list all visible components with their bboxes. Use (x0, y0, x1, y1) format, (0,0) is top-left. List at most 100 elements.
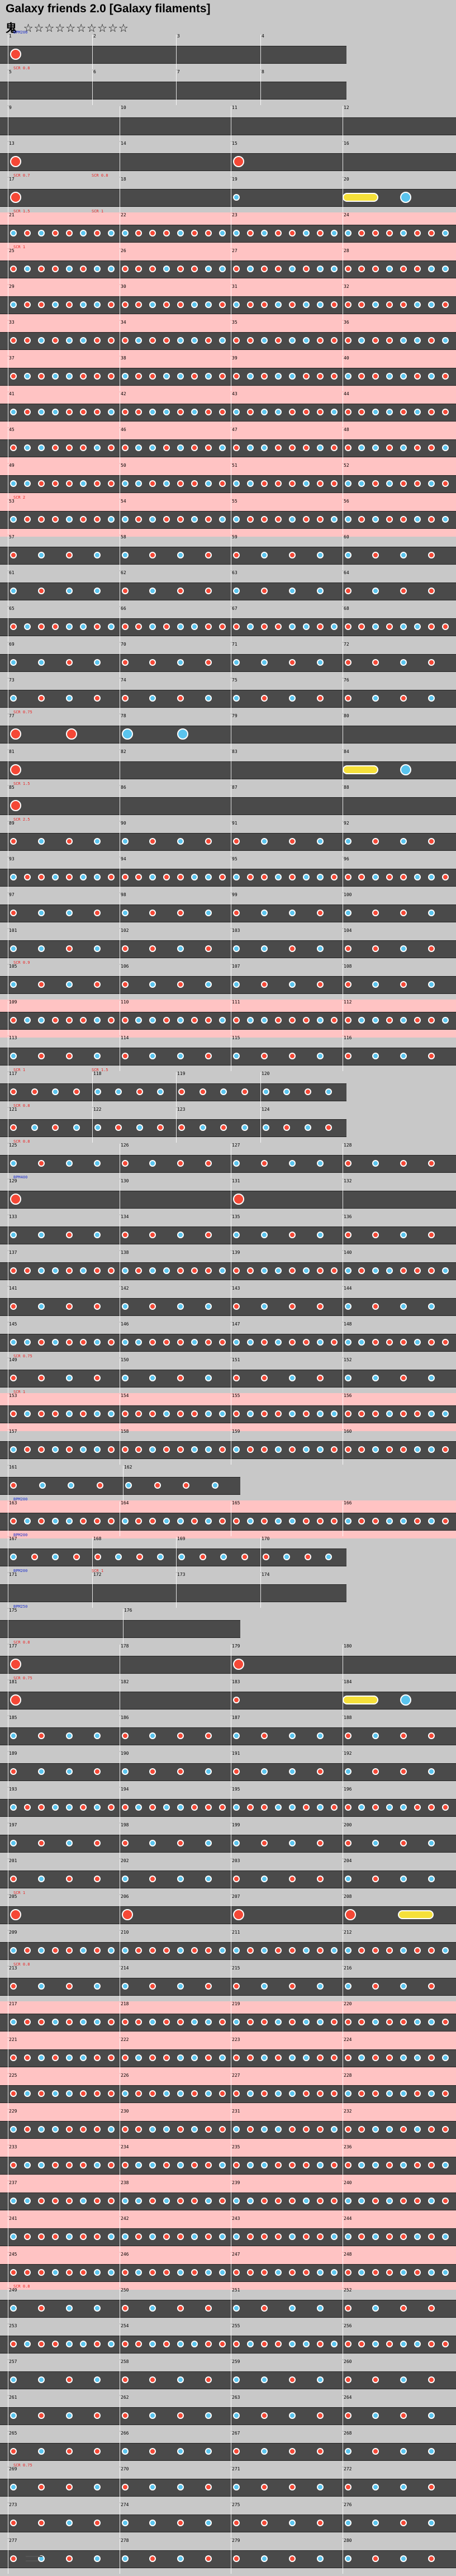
ka-note (177, 337, 184, 344)
don-note (94, 1554, 101, 1560)
don-note (414, 1017, 421, 1024)
don-note (233, 838, 240, 845)
bar-number: 6 (93, 69, 96, 74)
ka-note (428, 910, 435, 916)
bar-number: 224 (344, 2037, 352, 2042)
ka-note (66, 1732, 73, 1739)
ka-note (80, 230, 87, 236)
ka-note (303, 301, 310, 308)
ka-note (205, 695, 212, 702)
bar-number: 177 (9, 1644, 17, 1649)
ka-big-note (400, 764, 411, 775)
ka-note (205, 266, 212, 272)
don-note (191, 2090, 198, 2097)
don-note (261, 2198, 268, 2204)
don-big-note (10, 1694, 21, 1706)
don-note (10, 552, 17, 558)
don-note (345, 409, 352, 415)
ka-note (345, 480, 352, 487)
ka-note (149, 2412, 156, 2419)
measure-row: 1 2 3 4 BPM200 (0, 30, 346, 72)
note-track (0, 1799, 456, 1817)
don-note (38, 516, 45, 523)
ka-note (205, 2269, 212, 2276)
don-big-note (345, 1909, 356, 1920)
bar-number: 67 (232, 606, 238, 611)
ka-note (372, 1267, 379, 1274)
don-note (122, 1232, 129, 1238)
don-note (94, 1876, 101, 1882)
ka-note (177, 2269, 184, 2276)
measure-row: 29 30 31 32 (0, 284, 456, 322)
ka-note (80, 2054, 87, 2061)
don-note (317, 623, 324, 630)
ka-note (219, 2054, 226, 2061)
ka-note (428, 480, 435, 487)
ka-note (52, 874, 59, 880)
don-note (24, 2269, 31, 2276)
bar-number: 20 (344, 177, 349, 182)
ka-note (135, 2198, 142, 2204)
ka-note (94, 2162, 101, 2168)
bar-number: 60 (344, 534, 349, 539)
bar-number: 195 (232, 1787, 240, 1792)
don-note (303, 266, 310, 272)
bar-number: 171 (9, 1572, 17, 1577)
note-track (0, 1191, 456, 1209)
don-note (317, 2448, 324, 2455)
don-note (372, 1339, 379, 1346)
bar-number: 92 (344, 821, 349, 826)
bar-number: 15 (232, 141, 238, 146)
don-note (275, 623, 282, 630)
don-note (177, 409, 184, 415)
don-note (233, 373, 240, 380)
don-note (428, 1983, 435, 1990)
don-note (275, 266, 282, 272)
don-note (414, 1410, 421, 1417)
don-note (94, 2198, 101, 2204)
ka-note (10, 480, 17, 487)
don-note (345, 2305, 352, 2312)
don-note (400, 1446, 407, 1453)
ka-note (372, 2019, 379, 2025)
don-note (386, 874, 393, 880)
bar-line (92, 70, 93, 105)
ka-note (317, 1410, 324, 1417)
don-note (289, 2126, 296, 2133)
measure-row: 37 38 39 40 (0, 356, 456, 394)
don-note (400, 2305, 407, 2312)
bar-number: 76 (344, 678, 349, 683)
don-note (73, 1088, 80, 1095)
don-note (163, 1017, 170, 1024)
ka-note (289, 623, 296, 630)
ka-note (233, 2126, 240, 2133)
don-note (149, 1947, 156, 1954)
note-track (0, 117, 456, 135)
ka-note (135, 1339, 142, 1346)
don-note (163, 230, 170, 236)
bar-number: 143 (232, 1286, 240, 1291)
don-note (303, 1518, 310, 1524)
ka-note (80, 1947, 87, 1954)
don-note (386, 230, 393, 236)
ka-note (345, 910, 352, 916)
ka-note (94, 1732, 101, 1739)
ka-note (115, 1554, 122, 1560)
measure-row: 69 70 71 72 (0, 642, 456, 680)
bar-number: 206 (121, 1894, 129, 1899)
ka-note (261, 1983, 268, 1990)
ka-note (317, 2555, 324, 2562)
ka-note (261, 2376, 268, 2383)
measure-row: 145 146 147 148 (0, 1322, 456, 1360)
bar-number: 54 (121, 499, 126, 504)
ka-note (149, 1267, 156, 1274)
note-track (0, 761, 456, 779)
don-note (122, 659, 129, 666)
note-track (0, 2336, 456, 2354)
ka-note (149, 1446, 156, 1453)
ka-note (372, 623, 379, 630)
don-note (317, 1768, 324, 1775)
don-note (386, 2269, 393, 2276)
don-note (261, 695, 268, 702)
bar-number: 168 (93, 1536, 102, 1541)
